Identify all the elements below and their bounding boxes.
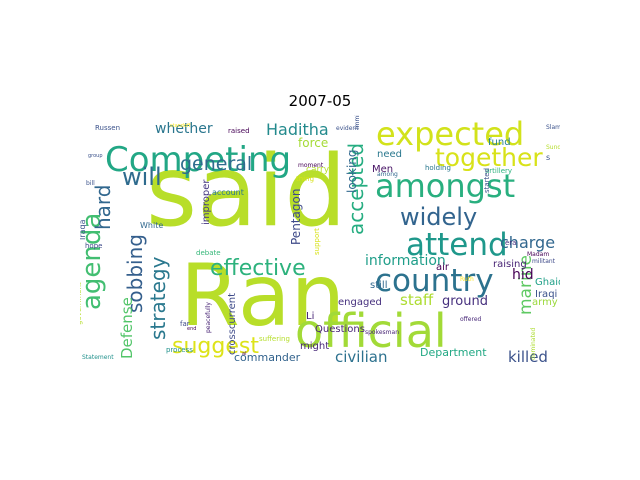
cloud-word: account (212, 188, 244, 197)
cloud-word: looking (345, 149, 359, 193)
cloud-word: militant (532, 258, 556, 265)
cloud-word: hard (91, 185, 115, 231)
cloud-word: might (300, 341, 329, 352)
cloud-word: civilian (335, 348, 388, 365)
cloud-word: Ruth (460, 276, 474, 283)
cloud-word: White (140, 221, 163, 230)
cloud-word: s (546, 153, 550, 162)
cloud-word: crosscurrent (227, 293, 238, 355)
cloud-word: effective (210, 256, 306, 281)
cloud-word: general (180, 153, 252, 175)
cloud-word: suggest (172, 334, 259, 359)
cloud-word: artillery (485, 167, 512, 175)
cloud-word: Department (420, 346, 487, 359)
cloud-word: army (532, 297, 558, 308)
cloud-word: end (187, 326, 196, 332)
cloud-word: need (377, 149, 402, 160)
cloud-word: force (298, 136, 328, 150)
word-cloud: said Ran official Competing expected amongst c… (80, 115, 560, 365)
cloud-word: Questions (315, 324, 365, 335)
cloud-word: still (370, 280, 387, 291)
cloud-word: agenda (80, 213, 107, 310)
cloud-word: al (242, 351, 246, 357)
cloud-word: Men (372, 164, 393, 175)
cloud-word: Defense (118, 297, 136, 359)
cloud-word: information (365, 253, 446, 269)
cloud-word: carry (306, 165, 330, 175)
cloud-word: peacefully (205, 302, 212, 333)
cloud-word: Iraqa (80, 219, 87, 240)
cloud-word: expected (376, 115, 524, 153)
cloud-word: moment (298, 162, 324, 169)
cloud-word: far (180, 320, 190, 328)
cloud-word: Ran (180, 246, 345, 346)
cloud-word: Statement (82, 354, 114, 361)
cloud-word: Li (306, 311, 314, 322)
cloud-word: together (435, 143, 543, 172)
cloud-word: accepted (344, 143, 368, 235)
cloud-word: group (88, 153, 103, 159)
cloud-word: bill (86, 180, 95, 187)
cloud-word: official (295, 304, 447, 358)
cloud-word: Slam (546, 124, 560, 131)
cloud-word: said (146, 135, 347, 249)
cloud-word: started (483, 168, 491, 193)
cloud-word: Sunday (546, 144, 560, 151)
cloud-word: Madam (527, 251, 549, 258)
cloud-word: air (436, 262, 450, 273)
cloud-word: raising (493, 259, 527, 270)
cloud-word: Competing (105, 140, 291, 180)
cloud-word: standoff (170, 123, 191, 129)
cloud-word: Iraqi (535, 289, 557, 300)
cloud-word: commander (234, 351, 301, 364)
cloud-word: attend (406, 227, 508, 263)
cloud-word: thing (296, 175, 314, 183)
cloud-word: suffering (259, 335, 290, 343)
cloud-word: Haditha (266, 120, 329, 139)
cloud-word: sobbing (123, 234, 147, 313)
cloud-word: among (377, 171, 398, 178)
cloud-word: fund (488, 137, 511, 148)
cloud-word: engaged (338, 297, 382, 308)
cloud-word: dominated (530, 327, 537, 360)
cloud-word: improper (201, 179, 212, 225)
cloud-word: marine (516, 255, 536, 315)
cloud-word: support (313, 228, 321, 255)
cloud-word: hope (85, 242, 102, 250)
chart-title: 2007-05 (288, 92, 352, 110)
cloud-word: amongst (375, 167, 515, 205)
cloud-word: killed (508, 348, 548, 365)
cloud-word: Russen (95, 124, 120, 132)
cloud-word: offered (460, 316, 482, 323)
cloud-word: widely (400, 203, 477, 231)
cloud-word: immigration (354, 115, 361, 129)
cloud-word: Pentagon (289, 189, 303, 245)
cloud-word: Ghaidan (535, 277, 560, 288)
cloud-word: era (505, 239, 516, 247)
cloud-word: strategy (146, 256, 170, 340)
cloud-word: evident (336, 125, 359, 132)
cloud-word: country (375, 263, 494, 299)
cloud-word: ground (442, 294, 488, 309)
cloud-word: staff (400, 291, 434, 309)
cloud-word: spokesman (365, 329, 399, 336)
cloud-word: government (80, 282, 83, 325)
cloud-word: will (122, 163, 162, 191)
cloud-word: process (166, 346, 193, 354)
cloud-word: charge (500, 233, 555, 252)
cloud-word: debate (196, 249, 221, 257)
cloud-word: holding (425, 164, 451, 172)
cloud-word: whether (155, 121, 213, 137)
cloud-word: hid (512, 267, 534, 283)
cloud-word: raised (228, 127, 250, 135)
